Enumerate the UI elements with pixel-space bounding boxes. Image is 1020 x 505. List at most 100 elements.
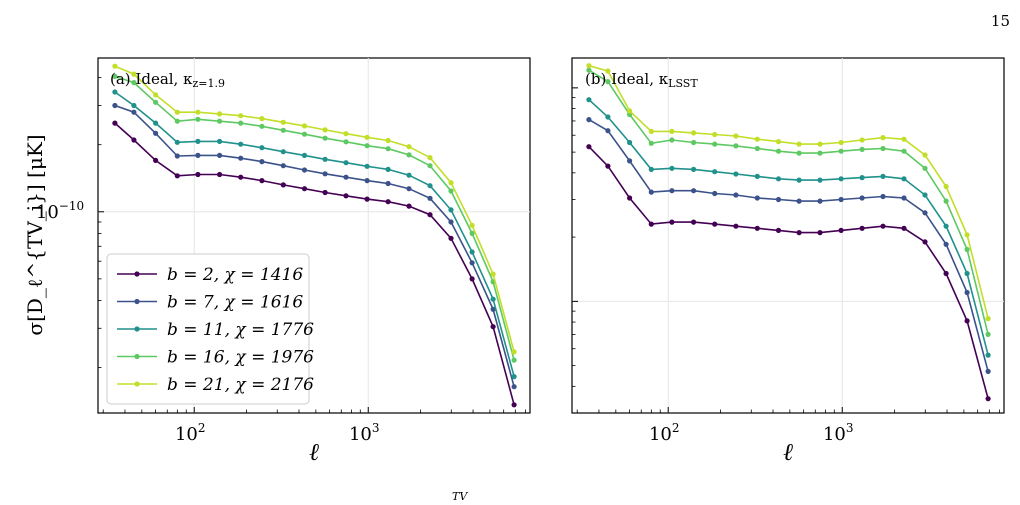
data-point	[586, 144, 592, 150]
data-point	[153, 120, 159, 126]
data-point	[112, 120, 118, 126]
data-point	[943, 183, 949, 190]
data-point	[322, 127, 328, 133]
data-point	[280, 119, 286, 125]
data-point	[943, 223, 949, 229]
data-point	[964, 289, 970, 296]
data-point	[605, 128, 611, 134]
caption-fragment: TV	[452, 490, 468, 503]
data-point	[280, 149, 286, 155]
legend-marker	[134, 298, 140, 305]
data-point	[627, 108, 633, 114]
data-point	[364, 178, 370, 184]
data-point	[648, 189, 654, 195]
data-point	[943, 198, 949, 204]
legend-entry: b = 21, χ = 2176	[167, 375, 314, 395]
data-point	[691, 139, 697, 146]
data-point	[511, 374, 517, 380]
data-point	[385, 137, 391, 144]
data-point	[112, 89, 118, 95]
data-point	[490, 296, 496, 302]
data-point	[859, 195, 865, 201]
data-point	[112, 73, 118, 79]
data-point	[511, 357, 517, 363]
data-point	[174, 173, 180, 179]
data-point	[817, 198, 823, 204]
page-number: 15	[991, 12, 1010, 30]
data-point	[364, 163, 370, 169]
data-point	[775, 176, 782, 182]
data-point	[469, 276, 475, 282]
data-point	[301, 167, 308, 173]
data-point	[301, 152, 308, 158]
data-point	[605, 68, 611, 74]
data-point	[427, 163, 433, 169]
series-line-4	[588, 69, 989, 335]
data-point	[880, 145, 886, 152]
data-point	[733, 171, 739, 177]
legend-entry: b = 2, χ = 1416	[167, 265, 303, 285]
data-point	[859, 146, 865, 152]
data-point	[259, 116, 265, 122]
data-point	[859, 137, 865, 143]
data-point	[901, 176, 907, 182]
data-point	[131, 80, 137, 86]
data-point	[301, 131, 308, 137]
data-point	[406, 172, 412, 178]
data-point	[691, 188, 697, 194]
data-point	[712, 141, 718, 147]
data-point	[880, 135, 886, 141]
data-point	[112, 63, 118, 69]
legend-entry: b = 7, χ = 1616	[167, 293, 303, 313]
data-point	[817, 177, 823, 183]
data-point	[964, 318, 970, 324]
data-point	[733, 143, 739, 149]
data-point	[469, 230, 475, 236]
data-point	[880, 223, 886, 229]
data-point	[195, 171, 201, 178]
data-point	[964, 246, 970, 253]
data-point	[322, 156, 328, 162]
data-point	[217, 138, 223, 144]
data-point	[669, 137, 675, 143]
data-point	[174, 118, 180, 124]
data-point	[754, 225, 760, 231]
data-point	[153, 130, 159, 136]
data-point	[838, 196, 844, 203]
series-group	[112, 63, 517, 408]
data-point	[648, 128, 654, 134]
data-point	[490, 324, 496, 330]
data-point	[922, 152, 928, 158]
legend-marker	[134, 381, 140, 387]
data-point	[406, 152, 412, 158]
y-axis-label: σ[D_ℓ^{TV_i}] [μK]	[23, 134, 47, 335]
data-point	[712, 221, 718, 227]
data-point	[343, 160, 349, 166]
data-point	[469, 249, 475, 255]
data-point	[322, 189, 328, 196]
data-point	[469, 260, 475, 266]
data-point	[605, 114, 611, 120]
data-point	[280, 127, 286, 133]
data-point	[691, 219, 697, 225]
data-point	[691, 130, 697, 136]
series-line-5	[588, 64, 989, 319]
legend-box	[106, 253, 310, 405]
data-point	[922, 165, 928, 171]
data-point	[238, 141, 244, 147]
data-point	[364, 134, 370, 140]
axis-ticks	[572, 87, 1000, 414]
data-point	[985, 331, 991, 337]
data-point	[985, 368, 991, 374]
x-tick-label: 103	[349, 421, 380, 445]
data-point	[859, 225, 865, 231]
data-point	[838, 227, 844, 233]
data-point	[733, 192, 739, 198]
data-point	[280, 182, 286, 188]
data-point	[985, 316, 991, 322]
panel-label: (b) Ideal, κLSST	[585, 70, 698, 90]
series-line-5	[114, 65, 515, 353]
legend-entry: b = 11, χ = 1776	[167, 320, 314, 340]
legend-marker	[134, 353, 140, 360]
